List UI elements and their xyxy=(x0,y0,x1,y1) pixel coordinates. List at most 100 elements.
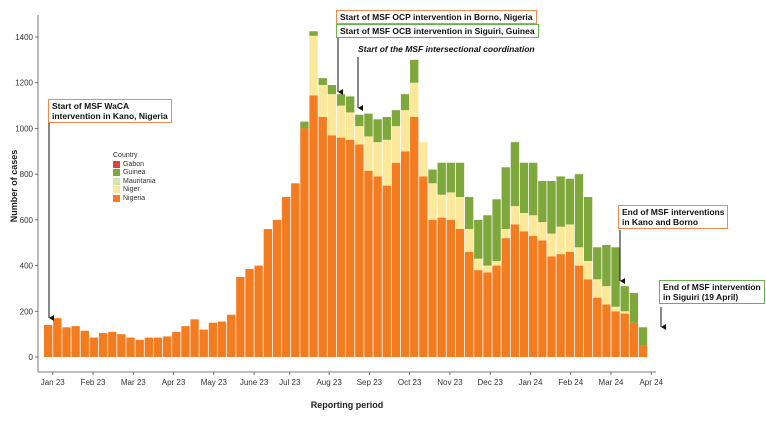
legend-label-guinea: Guinea xyxy=(123,169,146,177)
bar-guinea-43 xyxy=(437,162,446,195)
bar-nigeria-52 xyxy=(519,231,529,357)
bar-nigeria-10 xyxy=(135,339,144,357)
x-tick-label-6: Jul 23 xyxy=(279,378,301,387)
bar-niger-57 xyxy=(565,224,574,252)
legend: Country Gabon Guinea Mauritania Niger Nigeri… xyxy=(113,152,156,203)
x-tick-label-3: Apr 23 xyxy=(162,378,186,387)
bar-nigeria-47 xyxy=(474,270,483,357)
y-tick-label-1000: 1000 xyxy=(15,124,33,133)
bar-nigeria-65 xyxy=(638,345,648,357)
bar-nigeria-55 xyxy=(547,256,556,357)
bar-niger-63 xyxy=(620,311,629,314)
x-tick-label-0: Jan 23 xyxy=(41,378,66,387)
bar-nigeria-39 xyxy=(400,151,410,357)
bar-nigeria-58 xyxy=(574,265,584,357)
annotation-end-siguiri-line1: End of MSF intervention xyxy=(663,282,761,292)
y-axis-title: Number of cases xyxy=(9,150,19,223)
bar-niger-44 xyxy=(446,192,456,220)
x-tick-label-14: Mar 24 xyxy=(599,378,624,387)
bar-niger-42 xyxy=(428,183,437,220)
bar-niger-29 xyxy=(309,35,318,96)
annotation-end-kano: End of MSF interventions in Kano and Bor… xyxy=(618,205,729,229)
bar-nigeria-9 xyxy=(126,337,135,357)
bar-guinea-35 xyxy=(364,113,373,137)
bar-nigeria-63 xyxy=(620,313,629,357)
bar-guinea-48 xyxy=(483,215,492,266)
bar-niger-58 xyxy=(574,247,584,266)
bar-guinea-52 xyxy=(519,162,529,213)
bar-guinea-55 xyxy=(547,181,556,234)
legend-swatch-guinea xyxy=(113,169,120,177)
bar-niger-37 xyxy=(382,139,391,186)
y-tick-label-200: 200 xyxy=(20,307,34,316)
bar-nigeria-18 xyxy=(208,322,218,357)
bar-niger-36 xyxy=(373,142,382,177)
bar-nigeria-40 xyxy=(410,117,419,357)
legend-item-gabon: Gabon xyxy=(113,160,156,169)
bar-guinea-36 xyxy=(373,119,382,143)
bar-nigeria-32 xyxy=(336,137,346,357)
bar-nigeria-8 xyxy=(117,334,126,357)
bar-nigeria-46 xyxy=(464,251,474,357)
legend-label-nigeria: Nigeria xyxy=(123,194,146,202)
bar-guinea-33 xyxy=(346,96,355,113)
bar-nigeria-27 xyxy=(291,183,300,357)
bar-guinea-58 xyxy=(574,174,584,248)
bar-nigeria-54 xyxy=(538,240,547,357)
bar-guinea-28 xyxy=(300,121,309,129)
bar-guinea-34 xyxy=(355,114,364,127)
bar-nigeria-12 xyxy=(153,337,163,357)
bar-nigeria-2 xyxy=(62,327,71,357)
bar-guinea-39 xyxy=(400,94,410,111)
bar-nigeria-33 xyxy=(346,139,355,357)
bar-nigeria-4 xyxy=(80,330,89,357)
legend-label-gabon: Gabon xyxy=(123,160,145,168)
bar-nigeria-35 xyxy=(364,170,373,357)
y-tick-label-800: 800 xyxy=(20,170,34,179)
bar-nigeria-51 xyxy=(510,224,520,357)
y-tick-label-0: 0 xyxy=(29,353,34,362)
bar-guinea-32 xyxy=(336,94,346,106)
bar-nigeria-30 xyxy=(318,117,327,357)
bar-nigeria-25 xyxy=(272,219,282,357)
bar-niger-62 xyxy=(611,306,620,312)
x-tick-label-9: Oct 23 xyxy=(398,378,422,387)
x-tick-label-15: Apr 24 xyxy=(639,378,663,387)
bar-nigeria-1 xyxy=(53,318,62,357)
annotation-ocp: Start of MSF OCP intervention in Borno, … xyxy=(336,10,537,24)
bar-nigeria-57 xyxy=(565,251,574,357)
bar-nigeria-26 xyxy=(281,197,291,357)
annotation-end-siguiri: End of MSF intervention in Siguiri (19 A… xyxy=(659,280,765,304)
bar-nigeria-56 xyxy=(556,254,565,357)
bar-nigeria-3 xyxy=(71,326,80,357)
y-tick-label-1200: 1200 xyxy=(15,79,33,88)
bar-nigeria-21 xyxy=(236,277,245,357)
legend-swatch-gabon xyxy=(113,160,120,168)
legend-item-mauritania: Mauritania xyxy=(113,177,156,186)
bar-niger-33 xyxy=(346,112,355,140)
bar-niger-31 xyxy=(327,94,337,136)
x-tick-label-12: Jan 24 xyxy=(518,378,543,387)
annotation-waca-line2: intervention in Kano, Nigeria xyxy=(52,111,168,121)
bar-guinea-60 xyxy=(593,247,602,280)
bar-guinea-51 xyxy=(510,142,520,207)
bar-guinea-57 xyxy=(565,178,574,225)
bar-niger-45 xyxy=(455,197,465,229)
annotation-end-siguiri-line2: in Siguiri (19 April) xyxy=(663,292,739,302)
bar-guinea-64 xyxy=(629,293,639,323)
bar-nigeria-23 xyxy=(254,265,263,357)
bar-niger-49 xyxy=(492,261,501,266)
bar-guinea-44 xyxy=(446,162,456,193)
legend-label-niger: Niger xyxy=(123,186,140,194)
bar-nigeria-7 xyxy=(108,331,117,357)
bar-nigeria-6 xyxy=(98,333,108,357)
bar-nigeria-60 xyxy=(593,297,602,357)
bar-guinea-63 xyxy=(620,286,629,312)
bar-nigeria-50 xyxy=(501,238,510,357)
bar-niger-40 xyxy=(410,82,419,117)
bar-guinea-59 xyxy=(583,197,593,261)
bar-nigeria-37 xyxy=(382,185,391,357)
legend-items: Gabon Guinea Mauritania Niger Nigeria xyxy=(113,160,156,203)
annotation-ocp-text: Start of MSF OCP intervention in Borno, … xyxy=(340,12,533,22)
